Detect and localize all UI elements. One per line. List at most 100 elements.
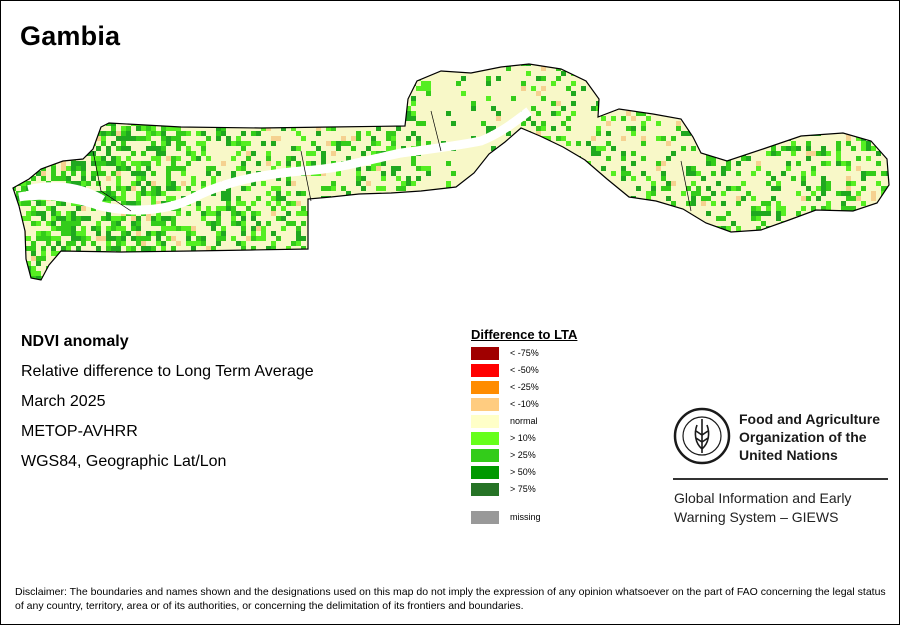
ndvi-pixel	[13, 206, 16, 211]
ndvi-pixel	[316, 146, 321, 151]
ndvi-pixel	[271, 261, 276, 266]
ndvi-pixel	[41, 131, 46, 136]
legend-swatch	[471, 466, 499, 479]
ndvi-pixel	[491, 171, 496, 176]
ndvi-pixel	[121, 161, 126, 166]
ndvi-pixel	[796, 116, 801, 121]
ndvi-pixel	[1, 131, 6, 136]
ndvi-pixel	[716, 246, 721, 251]
ndvi-pixel	[771, 96, 776, 101]
ndvi-pixel	[71, 241, 76, 246]
ndvi-pixel	[781, 71, 786, 76]
ndvi-pixel	[176, 111, 181, 116]
ndvi-pixel	[61, 256, 66, 261]
ndvi-pixel	[706, 251, 711, 256]
ndvi-pixel	[576, 141, 581, 146]
ndvi-pixel	[131, 121, 136, 126]
ndvi-pixel	[291, 221, 296, 226]
ndvi-pixel	[286, 221, 291, 226]
ndvi-pixel	[551, 156, 556, 161]
ndvi-pixel	[166, 86, 171, 91]
ndvi-pixel	[151, 276, 156, 280]
ndvi-pixel	[341, 121, 346, 126]
ndvi-pixel	[736, 186, 741, 191]
ndvi-pixel	[216, 221, 221, 226]
ndvi-pixel	[866, 64, 871, 66]
ndvi-pixel	[461, 246, 466, 251]
ndvi-pixel	[746, 251, 751, 256]
ndvi-pixel	[596, 241, 601, 246]
ndvi-pixel	[381, 211, 386, 216]
ndvi-pixel	[196, 256, 201, 261]
ndvi-pixel	[371, 286, 376, 291]
ndvi-pixel	[821, 71, 826, 76]
ndvi-pixel	[146, 76, 151, 81]
ndvi-pixel	[546, 221, 551, 226]
ndvi-pixel	[451, 261, 456, 266]
ndvi-pixel	[241, 266, 246, 271]
ndvi-pixel	[841, 76, 846, 81]
ndvi-pixel	[111, 126, 116, 131]
ndvi-pixel	[216, 281, 221, 286]
ndvi-pixel	[556, 201, 561, 206]
ndvi-pixel	[296, 236, 301, 241]
ndvi-pixel	[416, 226, 421, 231]
ndvi-pixel	[281, 196, 286, 201]
ndvi-pixel	[21, 126, 26, 131]
ndvi-pixel	[771, 116, 776, 121]
ndvi-pixel	[521, 136, 526, 141]
ndvi-pixel	[76, 276, 81, 280]
ndvi-pixel	[136, 101, 141, 106]
disclaimer: Disclaimer: The boundaries and names sho…	[15, 586, 886, 612]
ndvi-pixel	[51, 171, 56, 176]
ndvi-pixel	[66, 136, 71, 141]
ndvi-pixel	[76, 261, 81, 266]
ndvi-pixel	[271, 196, 276, 201]
ndvi-pixel	[581, 281, 586, 286]
ndvi-pixel	[486, 271, 491, 276]
ndvi-pixel	[776, 81, 781, 86]
giews-line-1: Global Information and Early	[674, 490, 852, 506]
ndvi-pixel	[391, 196, 396, 201]
ndvi-pixel	[751, 211, 756, 216]
ndvi-pixel	[806, 111, 811, 116]
ndvi-pixel	[161, 226, 166, 231]
ndvi-pixel	[151, 261, 156, 266]
ndvi-pixel	[276, 201, 281, 206]
ndvi-pixel	[841, 71, 846, 76]
legend-label: < -75%	[510, 348, 539, 358]
ndvi-pixel	[666, 196, 671, 201]
ndvi-pixel	[631, 131, 636, 136]
ndvi-pixel	[776, 116, 781, 121]
ndvi-pixel	[571, 281, 576, 286]
ndvi-pixel	[496, 76, 501, 81]
ndvi-pixel	[126, 91, 131, 96]
ndvi-pixel	[186, 111, 191, 116]
ndvi-pixel	[176, 271, 181, 276]
ndvi-pixel	[521, 181, 526, 186]
ndvi-pixel	[671, 181, 676, 186]
ndvi-pixel	[81, 241, 86, 246]
ndvi-pixel	[201, 211, 206, 216]
ndvi-pixel	[26, 211, 31, 216]
ndvi-pixel	[776, 131, 781, 136]
ndvi-pixel	[301, 96, 306, 101]
ndvi-pixel	[726, 246, 731, 251]
ndvi-pixel	[691, 166, 696, 171]
ndvi-pixel	[656, 161, 661, 166]
ndvi-pixel	[631, 86, 636, 91]
ndvi-pixel	[691, 81, 696, 86]
ndvi-pixel	[726, 226, 731, 231]
ndvi-pixel	[836, 236, 841, 241]
ndvi-pixel	[316, 116, 321, 121]
ndvi-pixel	[871, 256, 876, 261]
ndvi-pixel	[141, 276, 146, 280]
ndvi-pixel	[726, 281, 731, 286]
ndvi-pixel	[61, 216, 66, 221]
ndvi-pixel	[41, 286, 46, 291]
ndvi-pixel	[276, 121, 281, 126]
ndvi-pixel	[231, 221, 236, 226]
ndvi-pixel	[101, 81, 106, 86]
ndvi-pixel	[251, 226, 256, 231]
ndvi-pixel	[751, 131, 756, 136]
